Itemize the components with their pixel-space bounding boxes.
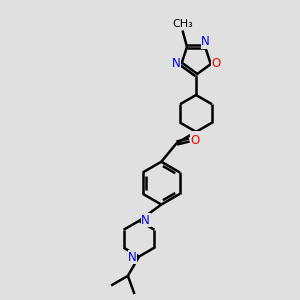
Text: N: N — [192, 132, 200, 145]
Text: O: O — [212, 57, 221, 70]
Text: O: O — [190, 134, 200, 146]
Text: N: N — [128, 250, 137, 264]
Text: N: N — [201, 35, 210, 48]
Text: N: N — [141, 214, 150, 227]
Text: CH₃: CH₃ — [172, 19, 193, 29]
Text: N: N — [172, 57, 180, 70]
